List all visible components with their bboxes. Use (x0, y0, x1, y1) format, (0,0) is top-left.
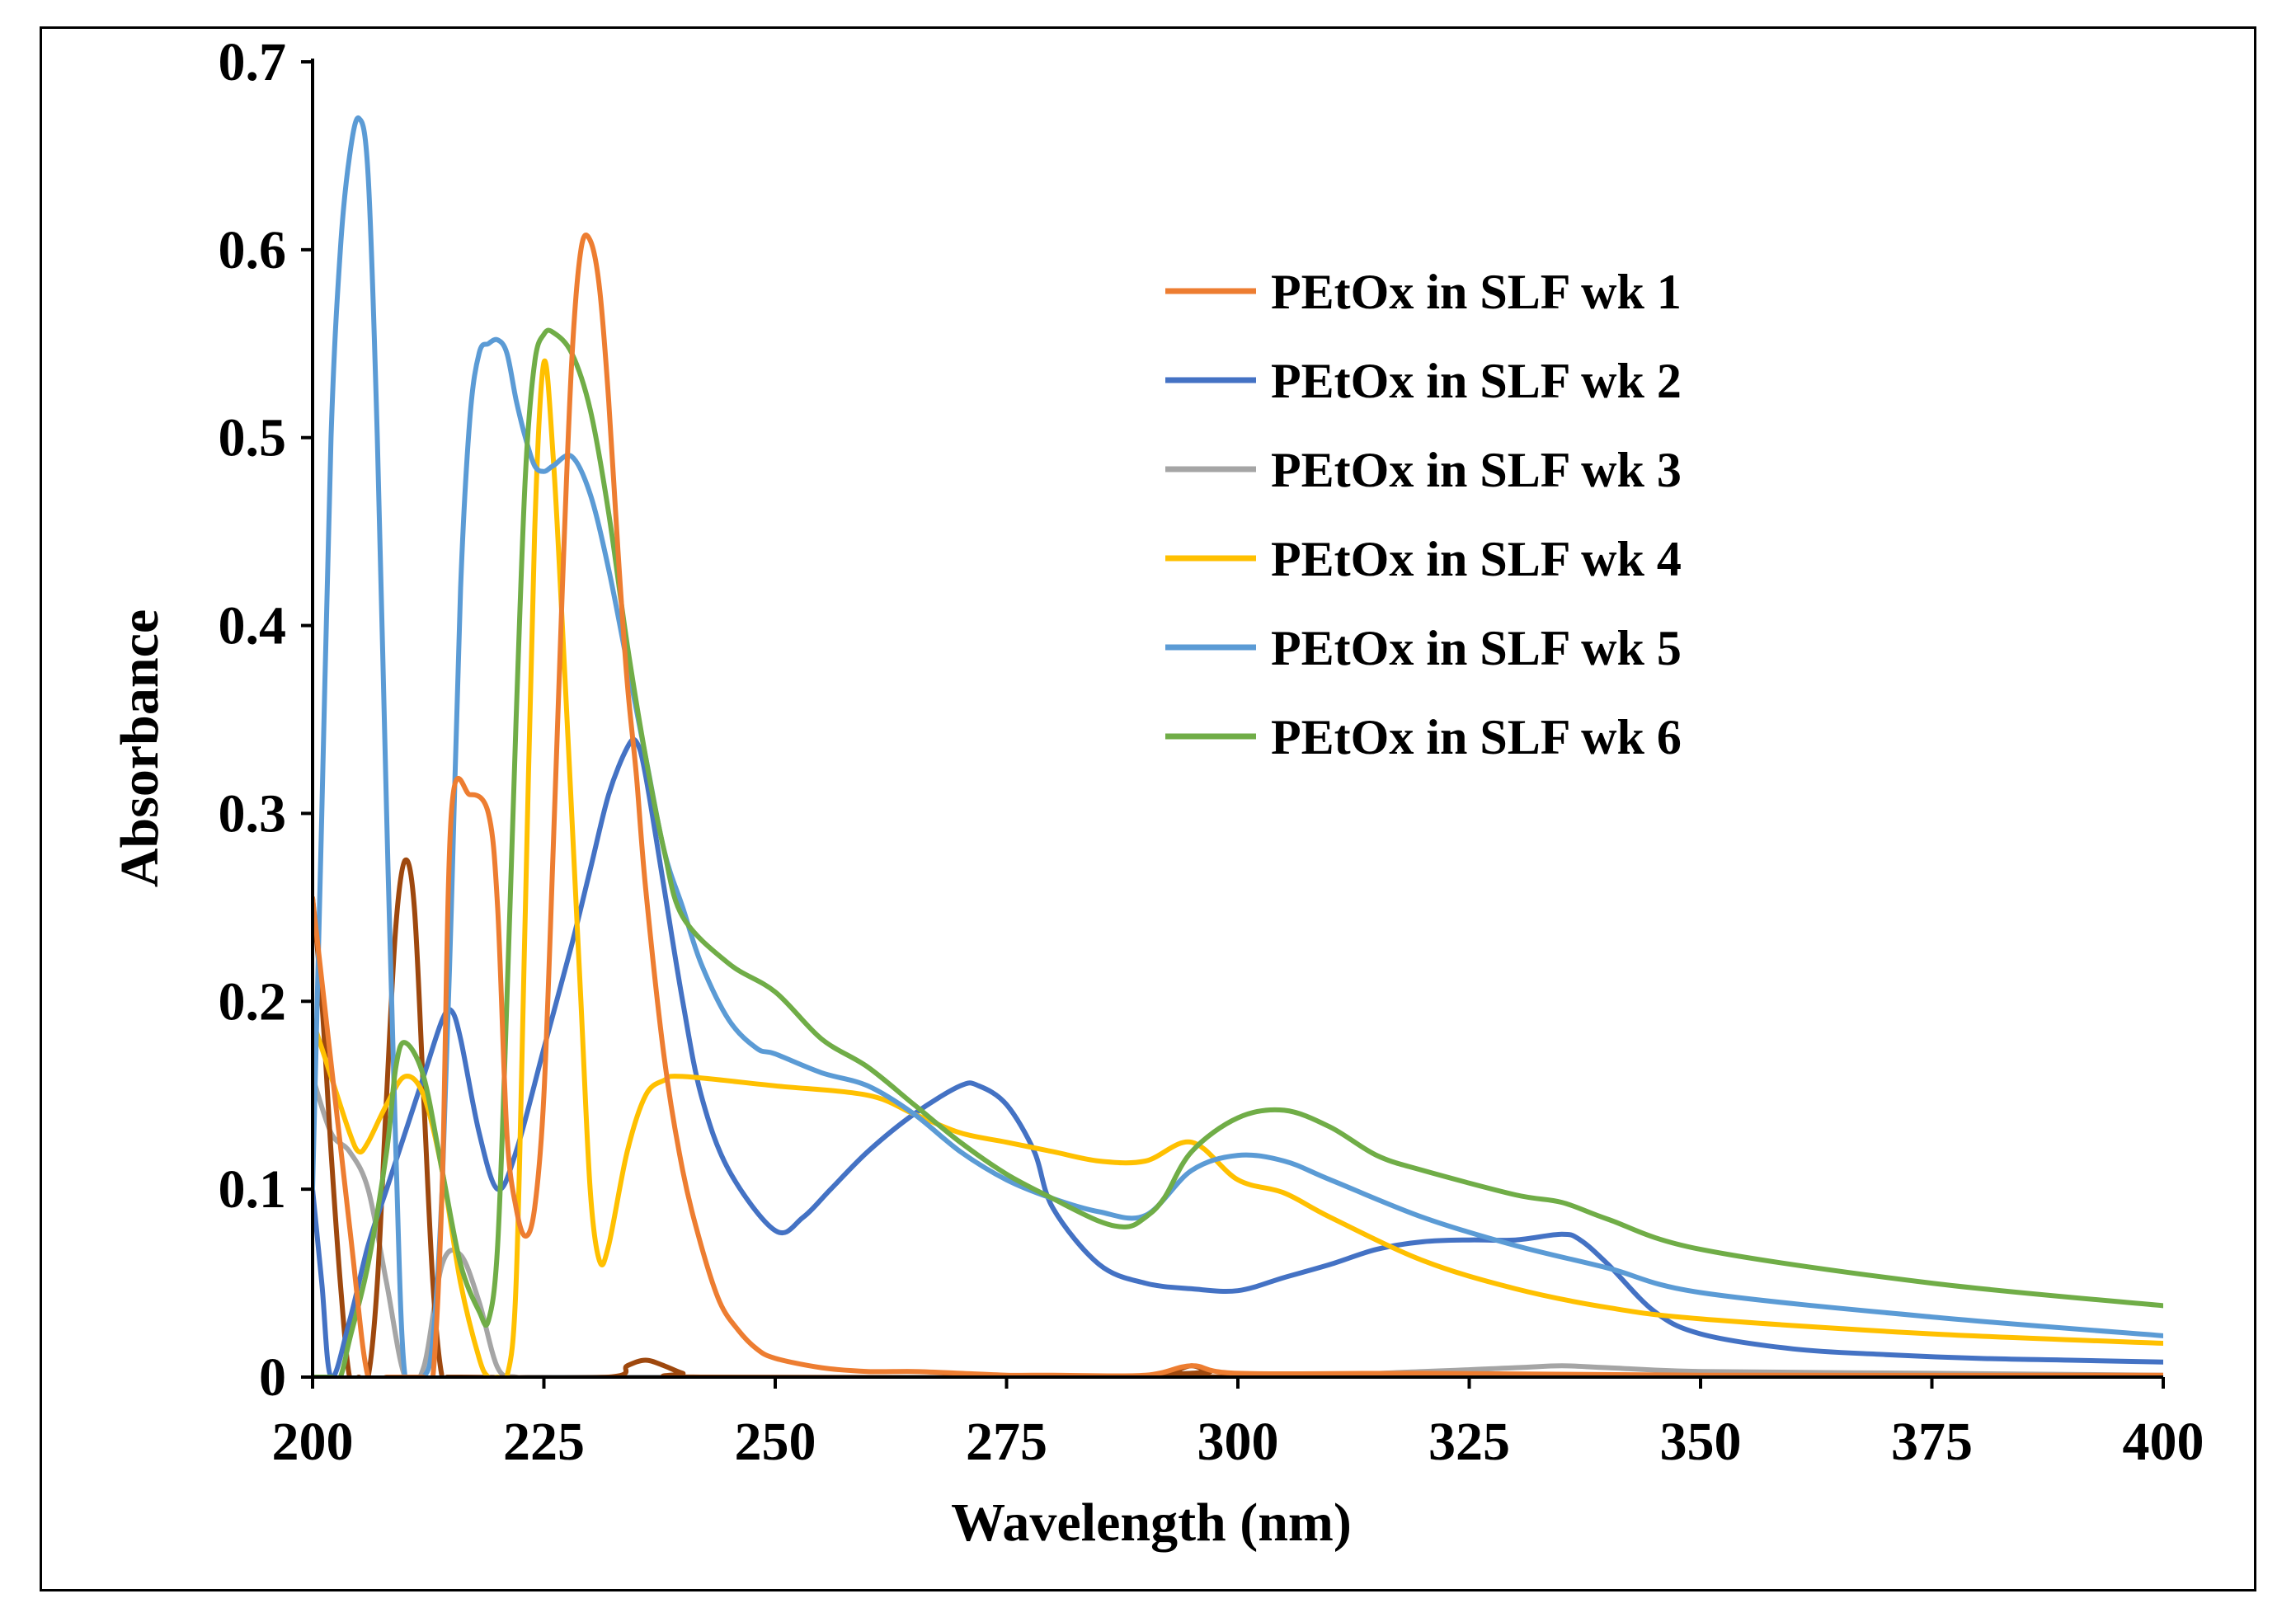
x-tick-label: 350 (1660, 1412, 1742, 1472)
legend-item: PEtOx in SLF wk 2 (1165, 354, 1682, 408)
x-tick-label: 275 (966, 1412, 1047, 1472)
legend-item: PEtOx in SLF wk 4 (1165, 532, 1682, 586)
x-tick-label: 250 (735, 1412, 816, 1472)
y-tick-label: 0.5 (219, 408, 287, 468)
series-line-petox-in-slf-wk-4 (313, 358, 2163, 1377)
legend-item: PEtOx in SLF wk 1 (1165, 265, 1682, 319)
y-tick-label: 0 (259, 1347, 286, 1408)
x-tick-label: 300 (1197, 1412, 1279, 1472)
series-line-petox-in-slf-wk-2 (313, 736, 2163, 1377)
x-tick-label: 400 (2123, 1412, 2204, 1472)
y-tick-label: 0.3 (219, 783, 287, 844)
x-tick-label: 375 (1891, 1412, 1973, 1472)
y-tick-label: 0.7 (219, 32, 287, 92)
y-axis-title: Absorbance (110, 609, 170, 887)
legend-label: PEtOx in SLF wk 1 (1271, 265, 1682, 319)
legend-label: PEtOx in SLF wk 4 (1271, 532, 1682, 586)
legend-item: PEtOx in SLF wk 3 (1165, 443, 1682, 497)
chart-frame: 0 0.1 0.2 0.3 0.4 0.5 0.6 0.7 200 225 250 275 300 325… (40, 26, 2256, 1591)
legend-label: PEtOx in SLF wk 6 (1271, 710, 1682, 764)
series-line-petox-in-slf-wk-1 (313, 233, 2163, 1377)
legend-label: PEtOx in SLF wk 5 (1271, 621, 1682, 675)
absorbance-chart: 0 0.1 0.2 0.3 0.4 0.5 0.6 0.7 200 225 250 275 300 325… (110, 32, 2204, 1553)
x-tick-label: 325 (1428, 1412, 1510, 1472)
legend-label: PEtOx in SLF wk 2 (1271, 354, 1682, 408)
y-tick-label: 0.6 (219, 220, 287, 280)
x-tick-label: 225 (503, 1412, 585, 1472)
y-tick-label: 0.4 (219, 596, 287, 656)
series-line-petox-in-slf-wk-3 (313, 1074, 2163, 1377)
y-tick-label: 0.2 (219, 971, 287, 1032)
x-axis-title: Wavelength (nm) (951, 1493, 1352, 1553)
legend-item: PEtOx in SLF wk 5 (1165, 621, 1682, 675)
series-line-petox-in-slf-wk-5 (313, 115, 2163, 1377)
legend-item: PEtOx in SLF wk 6 (1165, 710, 1682, 764)
legend-label: PEtOx in SLF wk 3 (1271, 443, 1682, 497)
y-tick-label: 0.1 (219, 1159, 287, 1220)
x-tick-label: 200 (272, 1412, 354, 1472)
series-line-unlabeled (313, 857, 2163, 1377)
